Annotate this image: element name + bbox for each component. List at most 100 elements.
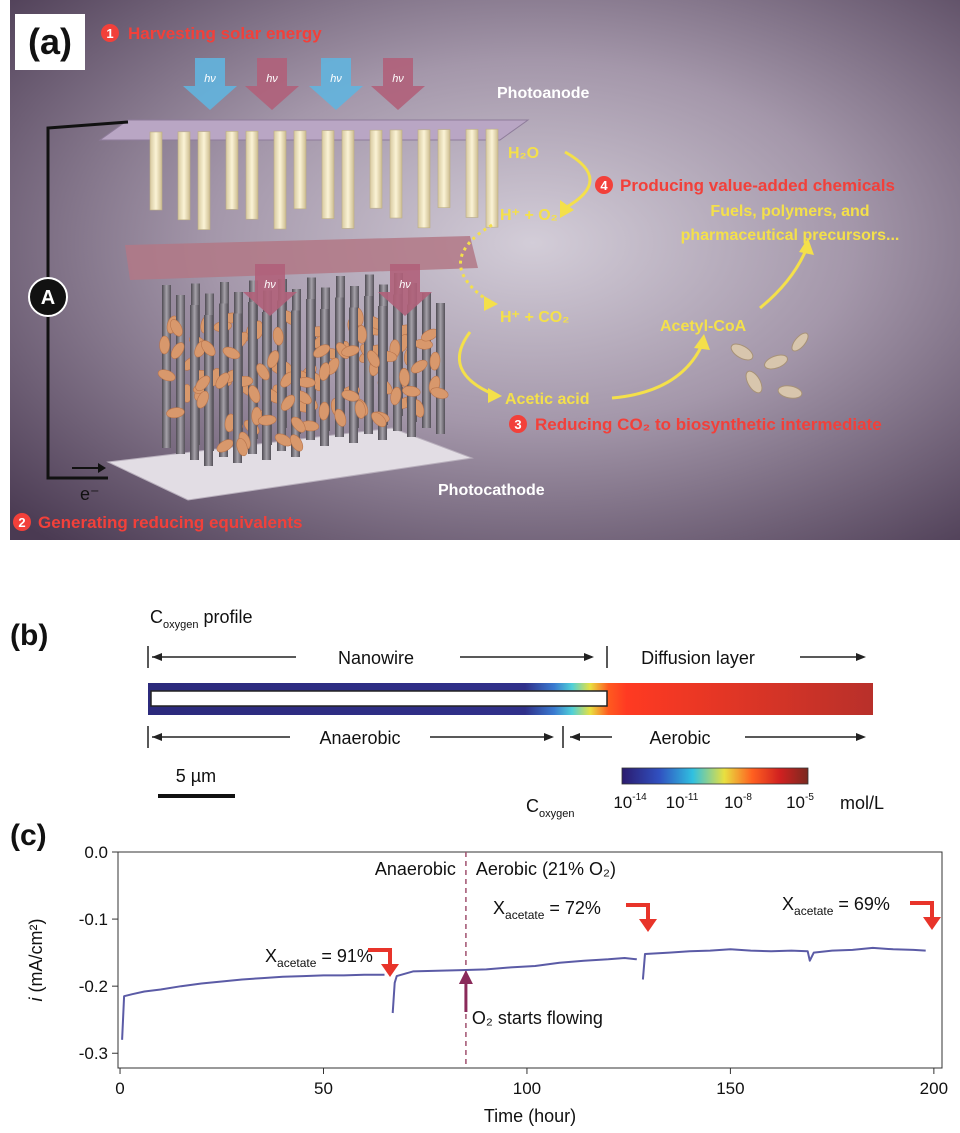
panel-a: (a) A e⁻ Photoanode Photocathode H₂O H⁺ … [10,0,960,540]
profile-title: Coxygenprofile [150,607,253,631]
subscript: acetate [505,908,545,922]
x-tick-label: 150 [716,1079,744,1098]
colorbar-tick-label: 10-14 [613,792,647,812]
nanowire-rod [370,130,382,208]
nanowire-rod [150,132,162,210]
product-label: Fuels, polymers, and [710,203,869,220]
symbol: X [265,946,277,966]
step-number: 2 [18,515,25,530]
exponent: -5 [805,792,814,803]
x-tick-label: 0 [115,1079,124,1098]
subscript: acetate [277,956,317,970]
step-text: Generating reducing equivalents [38,513,303,532]
symbol: i [26,996,46,1001]
panel-label: (a) [28,21,72,62]
colorbar [622,768,808,784]
subscript: oxygen [163,619,198,631]
region-arrow-lines [148,646,862,668]
conversion-arrow-head [639,919,657,932]
region-label: Anaerobic [319,728,400,748]
region-arrow-lines [148,726,862,748]
nanowire [151,691,607,706]
profile-text: profile [203,607,252,627]
x-tick-label: 200 [920,1079,948,1098]
nanowire-rod [418,130,430,228]
y-tick-label: -0.3 [79,1044,108,1063]
arrow-head [570,733,580,741]
x-axis-label: Time (hour) [484,1106,576,1126]
arrow-head [152,733,162,741]
nanowire-rod [306,299,315,440]
photocathode-label: Photocathode [438,482,545,499]
y-tick-label: -0.2 [79,977,108,996]
scale-bar-label: 5 µm [176,766,216,786]
photon-label: hν [204,73,216,85]
step-number: 3 [514,417,521,432]
photon-label: hν [399,279,411,291]
step-text: Harvesting solar energy [128,24,322,43]
plot-frame [118,852,942,1068]
species-label: Acetyl-CoA [660,318,747,335]
y-axis-label: i (mA/cm²) [26,919,46,1002]
region-label: Diffusion layer [641,648,755,668]
nanowire-rod [178,132,190,220]
nanowire-rod [198,132,210,230]
conversion-arrow [910,903,932,919]
nanowire-rod [486,129,498,227]
base: 10 [613,793,632,812]
panel-c: (c) Time (hour) i(mA/cm²) -0.3-0.2-0.10.… [10,819,948,1126]
symbol: C [526,796,539,816]
nanowire-rod [246,131,258,219]
arrow-head [544,733,554,741]
nanowire-rod [294,131,306,209]
nanowire-rod [438,130,450,208]
photoanode-label: Photoanode [497,85,590,102]
photoanode-plate [100,120,528,140]
event-arrow-head [459,970,473,984]
arrow-head [856,733,866,741]
colorbar-title: Coxygen [526,796,574,820]
photon-label: hν [264,279,276,291]
species-label: H⁺ + O₂ [500,207,558,224]
event-label: O₂ starts flowing [472,1008,603,1028]
base: 10 [786,793,805,812]
nanowire-rod [226,131,238,209]
conversion-text: = 72% [549,898,601,918]
conversion-label: Xacetate = 91% [265,946,373,970]
x-tick-label: 100 [513,1079,541,1098]
step-number: 1 [106,26,113,41]
nanowire-rod [274,131,286,229]
electron-label: e⁻ [80,484,100,504]
unit: (mA/cm²) [26,919,46,993]
arrow-head [152,653,162,661]
exponent: -8 [743,792,752,803]
exponent: -11 [685,792,699,803]
ammeter-label: A [41,287,55,309]
base: 10 [724,793,743,812]
nanowire-rod [176,295,185,454]
conversion-arrow-head [923,917,941,930]
region-label: Nanowire [338,648,414,668]
arrow-head [584,653,594,661]
product-label: pharmaceutical precursors... [681,227,900,244]
step-number: 4 [600,178,608,193]
species-label: H⁺ + CO₂ [500,309,569,326]
symbol: X [493,898,505,918]
step-text: Producing value-added chemicals [620,176,895,195]
base: 10 [666,793,685,812]
nanowire-rod [393,295,402,432]
nanowire-rod [349,308,358,444]
conversion-text: = 69% [838,894,890,914]
bacterium [159,336,169,354]
species-label: H₂O [508,145,539,162]
photon-label: hν [392,73,404,85]
conversion-label: Xacetate = 72% [493,898,601,922]
nanowire-rod [162,285,171,448]
conversion-text: = 91% [321,946,373,966]
nanowire-rod [322,131,334,219]
y-tick-label: -0.1 [79,910,108,929]
y-tick-label: 0.0 [84,843,108,862]
conversion-label: Xacetate= 69% [782,894,890,918]
nanowire-rod [390,130,402,218]
